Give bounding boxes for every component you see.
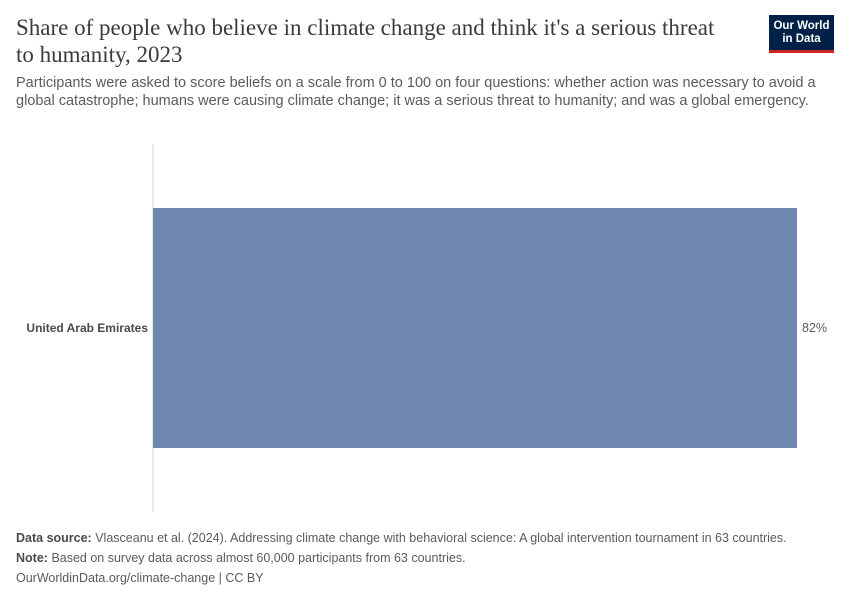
data-source-line: Data source: Vlasceanu et al. (2024). Ad…: [16, 528, 836, 548]
logo-line-1: Our World: [773, 20, 830, 32]
logo-line-2: in Data: [782, 33, 821, 45]
data-source-label: Data source:: [16, 531, 92, 545]
chart-subtitle: Participants were asked to score beliefs…: [16, 75, 816, 109]
note-text: Based on survey data across almost 60,00…: [51, 551, 466, 565]
chart-footer: Data source: Vlasceanu et al. (2024). Ad…: [16, 528, 836, 588]
note-line: Note: Based on survey data across almost…: [16, 548, 836, 568]
note-label: Note:: [16, 551, 48, 565]
data-source-text: Vlasceanu et al. (2024). Addressing clim…: [95, 531, 787, 545]
credit-link[interactable]: OurWorldinData.org/climate-change | CC B…: [16, 571, 264, 585]
category-label: United Arab Emirates: [26, 321, 148, 335]
bar[interactable]: [153, 208, 797, 448]
owid-logo[interactable]: Our World in Data: [769, 15, 834, 53]
bars-group: United Arab Emirates 82%: [26, 208, 827, 448]
bar-chart: United Arab Emirates 82%: [26, 144, 827, 512]
value-label: 82%: [802, 321, 827, 335]
chart-title: Share of people who believe in climate c…: [16, 15, 715, 67]
